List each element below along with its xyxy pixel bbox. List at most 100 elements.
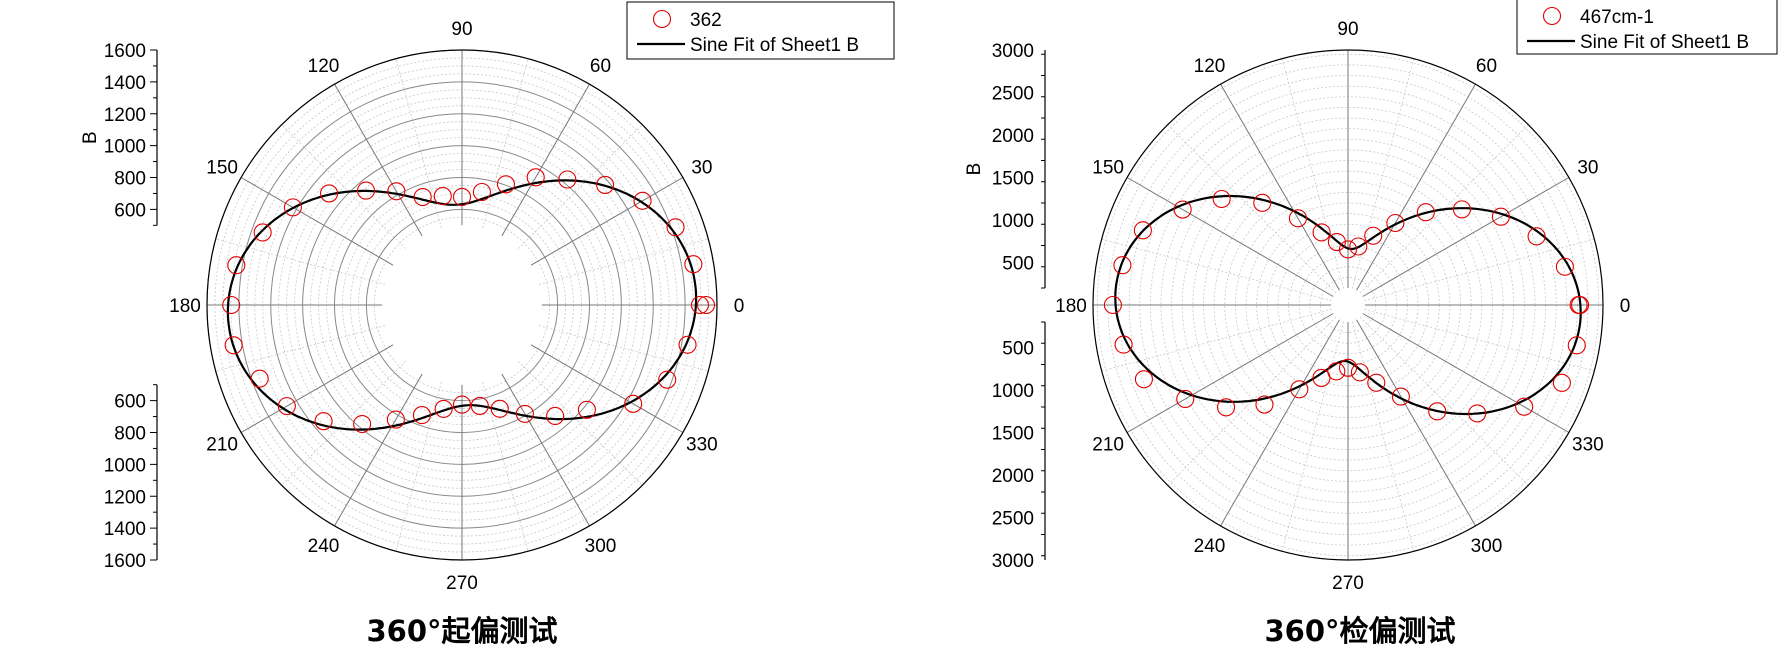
angle-tick-label: 0: [734, 296, 745, 317]
radial-tick-label: 1600: [104, 551, 146, 572]
radial-tick-label: 1000: [104, 137, 146, 158]
angle-tick-label: 120: [1194, 56, 1226, 77]
angle-tick-label: 90: [1337, 19, 1358, 40]
data-point-marker: [472, 182, 491, 202]
data-point-marker: [1567, 336, 1586, 355]
minor-grid-spoke: [482, 58, 529, 229]
data-point-marker: [227, 256, 246, 275]
polar-outer-border: [206, 49, 718, 561]
angle-tick-label: 60: [1476, 56, 1497, 77]
data-point-marker: [412, 406, 431, 425]
minor-grid-spoke: [518, 361, 643, 486]
minor-grid-spoke: [518, 124, 643, 249]
minor-grid-spoke: [1364, 309, 1595, 372]
data-point-marker: [1527, 227, 1546, 246]
angle-tick-label: 150: [206, 158, 238, 179]
data-point-marker: [1103, 295, 1122, 315]
angle-tick-label: 240: [308, 536, 340, 557]
data-point-marker: [1386, 213, 1405, 233]
angle-tick-label: 150: [1092, 158, 1124, 179]
polar-inner-hole: [1331, 288, 1365, 322]
angle-tick-label: 120: [308, 56, 340, 77]
data-point-marker: [1338, 240, 1358, 259]
legend-marker-icon: [652, 9, 672, 29]
minor-grid-spoke: [1101, 238, 1332, 301]
radial-tick-label: 2000: [992, 466, 1034, 487]
radial-axis-title: B: [80, 131, 101, 144]
polar-inner-hole: [382, 225, 542, 385]
data-point-marker: [1416, 203, 1435, 222]
radial-tick-label: 500: [1002, 254, 1034, 275]
data-point-marker: [1452, 200, 1471, 219]
radial-tick-label: 2500: [992, 509, 1034, 530]
legend-box: [1516, 0, 1778, 55]
major-grid-spoke: [1126, 177, 1334, 297]
data-point-marker: [1173, 200, 1192, 219]
data-point-marker: [1349, 237, 1368, 256]
data-point-marker: [314, 412, 333, 431]
minor-grid-spoke: [1167, 124, 1337, 294]
radial-tick-label: 2000: [992, 126, 1034, 147]
major-grid-spoke: [530, 177, 684, 266]
data-point-marker: [1491, 207, 1510, 226]
data-point-marker: [515, 404, 534, 423]
data-point-marker: [413, 187, 432, 207]
radial-tick-label: 800: [114, 424, 146, 445]
data-point-marker: [1555, 257, 1574, 276]
data-point-marker: [1113, 256, 1132, 275]
radial-tick-label: 1000: [992, 211, 1034, 232]
data-point-marker: [1216, 398, 1236, 417]
minor-grid-spoke: [1101, 309, 1332, 372]
data-point-marker: [596, 175, 615, 194]
data-point-marker: [1327, 362, 1346, 381]
polar-outer-border: [1092, 49, 1604, 561]
data-point-marker: [1212, 189, 1231, 209]
radial-tick-label: 1500: [992, 424, 1034, 445]
angle-tick-label: 210: [1092, 435, 1124, 456]
major-grid-spoke: [530, 344, 684, 433]
data-point-marker: [658, 370, 677, 389]
data-point-marker: [490, 399, 509, 418]
data-point-marker: [1255, 395, 1274, 414]
angle-tick-label: 270: [1332, 573, 1364, 594]
minor-grid-spoke: [1352, 321, 1415, 552]
data-point-marker: [1515, 397, 1534, 416]
data-point-marker: [319, 184, 339, 203]
angle-tick-label: 210: [206, 435, 238, 456]
data-point-marker: [222, 295, 241, 315]
minor-grid-spoke: [538, 238, 709, 285]
data-point-marker: [1367, 373, 1386, 392]
legend-entry-label: 467cm-1: [1580, 7, 1654, 28]
data-point-marker: [1428, 402, 1447, 421]
angle-tick-label: 30: [1577, 158, 1598, 179]
data-point-marker: [1468, 404, 1487, 423]
data-point-marker: [696, 295, 716, 315]
radial-tick-label: 3000: [992, 551, 1034, 572]
data-point-marker: [1327, 233, 1346, 252]
data-point-marker: [433, 187, 452, 206]
radial-tick-label: 1000: [104, 455, 146, 476]
major-grid-spoke: [240, 177, 394, 266]
data-point-marker: [1391, 387, 1410, 406]
legend-entry-label: 362: [690, 10, 722, 31]
radial-tick-label: 600: [114, 392, 146, 413]
minor-grid-spoke: [1359, 316, 1529, 486]
data-point-marker: [283, 198, 302, 217]
data-point-marker: [1552, 373, 1571, 392]
data-point-marker: [633, 191, 652, 210]
data-point-marker: [526, 168, 545, 187]
minor-grid-spoke: [395, 381, 442, 552]
minor-grid-spoke: [215, 325, 386, 372]
major-grid-spoke: [334, 373, 423, 527]
data-point-marker: [1364, 226, 1383, 245]
data-point-marker: [577, 400, 596, 419]
data-point-marker: [224, 336, 243, 355]
data-point-marker: [1288, 209, 1307, 228]
angle-tick-label: 180: [1055, 296, 1087, 317]
data-point-marker: [386, 410, 405, 429]
major-grid-spoke: [501, 83, 590, 237]
data-point-marker: [496, 175, 515, 194]
angle-tick-label: 180: [169, 296, 201, 317]
major-grid-spoke: [1356, 83, 1476, 291]
